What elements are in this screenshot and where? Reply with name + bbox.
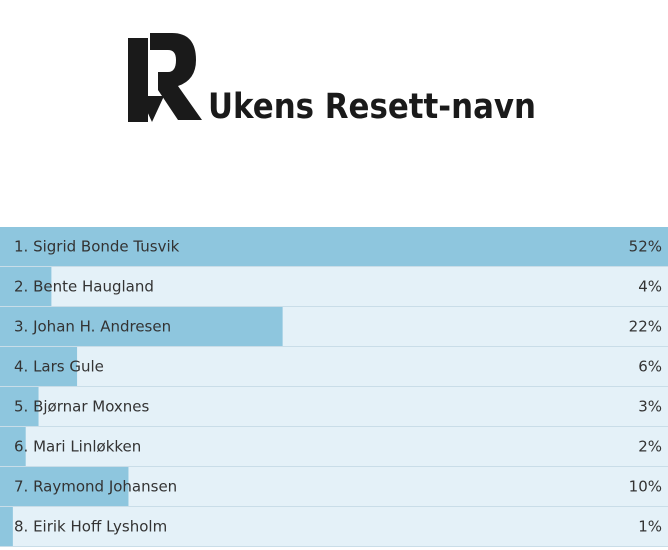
bar-track [0, 387, 668, 426]
candidate-label: 4. Lars Gule [14, 358, 104, 376]
value-label: 4% [638, 278, 662, 296]
candidate-label: 5. Bjørnar Moxnes [14, 398, 150, 416]
bar-track [0, 347, 668, 386]
bar [0, 507, 13, 546]
candidate-label: 2. Bente Haugland [14, 278, 154, 296]
candidate-label: 1. Sigrid Bonde Tusvik [14, 238, 180, 256]
candidate-label: 3. Johan H. Andresen [14, 318, 171, 336]
bar [0, 347, 78, 386]
value-label: 52% [629, 238, 662, 256]
value-label: 10% [629, 478, 662, 496]
value-label: 6% [638, 358, 662, 376]
value-label: 22% [629, 318, 662, 336]
candidate-label: 6. Mari Linløkken [14, 438, 141, 456]
chart-title: Ukens Resett-navn [208, 87, 536, 127]
bar [0, 387, 39, 426]
logo [128, 33, 202, 122]
candidate-label: 8. Eirik Hoff Lysholm [14, 518, 167, 536]
bar [0, 427, 26, 466]
bar-track [0, 507, 668, 546]
value-label: 3% [638, 398, 662, 416]
bar [0, 227, 668, 266]
value-label: 1% [638, 518, 662, 536]
bar [0, 307, 283, 346]
bar [0, 267, 52, 306]
bar [0, 467, 129, 506]
bar-track [0, 267, 668, 306]
candidate-label: 7. Raymond Johansen [14, 478, 177, 496]
value-label: 2% [638, 438, 662, 456]
bar-track [0, 427, 668, 466]
